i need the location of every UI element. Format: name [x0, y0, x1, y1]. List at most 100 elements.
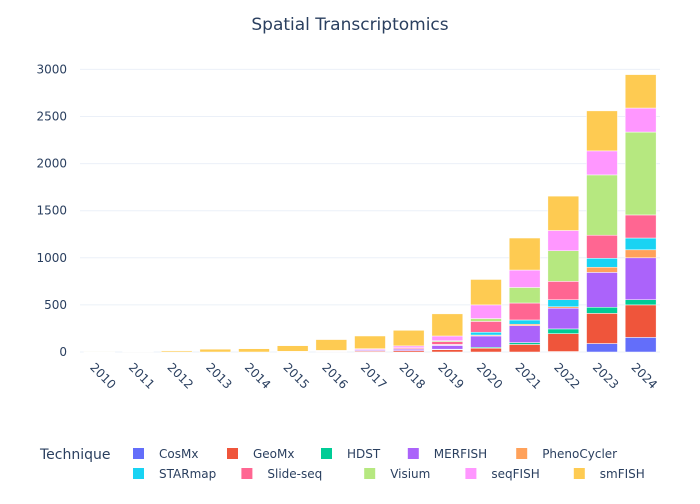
legend-label: Slide-seq: [267, 467, 322, 481]
y-tick-label: 500: [44, 298, 67, 312]
bar-segment-smfish-2020[interactable]: [470, 279, 502, 306]
bar-segment-smfish-2012[interactable]: [160, 350, 193, 353]
bar-segment-smfish-2013[interactable]: [199, 348, 232, 353]
bar-segment-seqfish-2022[interactable]: [547, 230, 580, 251]
legend-swatch: [364, 468, 376, 479]
bar-segment-starmap-2020[interactable]: [470, 331, 502, 336]
bar-segment-smfish-2014[interactable]: [238, 348, 270, 353]
bars: [83, 74, 657, 353]
legend-item-geomx[interactable]: GeoMx: [227, 447, 294, 461]
bar-segment-smfish-2023[interactable]: [586, 110, 618, 152]
bar-segment-smfish-2021[interactable]: [508, 237, 541, 271]
legend-item-seqfish[interactable]: seqFISH: [465, 467, 540, 481]
legend-swatch: [516, 448, 528, 459]
bar-segment-merfish-2024[interactable]: [624, 257, 657, 300]
bar-segment-smfish-2018[interactable]: [392, 330, 425, 347]
legend-label: smFISH: [600, 467, 645, 481]
y-tick-label: 1000: [36, 251, 67, 265]
y-tick-label: 2500: [36, 110, 67, 124]
bar-segment-merfish-2019[interactable]: [431, 345, 464, 350]
bar-segment-geomx-2024[interactable]: [624, 304, 657, 338]
legend-item-cosmx[interactable]: CosMx: [133, 447, 198, 461]
bar-segment-cosmx-2024[interactable]: [624, 337, 657, 353]
bar-segment-seqfish-2019[interactable]: [431, 335, 464, 341]
bar-segment-visium-2021[interactable]: [508, 287, 541, 304]
bar-segment-slide-seq-2021[interactable]: [508, 302, 541, 321]
legend-item-phenocycler[interactable]: PhenoCycler: [516, 447, 617, 461]
bar-segment-merfish-2023[interactable]: [586, 272, 618, 308]
bar-segment-starmap-2021[interactable]: [508, 319, 541, 325]
legend-item-merfish[interactable]: MERFISH: [407, 447, 487, 461]
bar-segment-hdst-2024[interactable]: [624, 299, 657, 306]
y-tick-label: 2000: [36, 157, 67, 171]
bar-segment-smfish-2010[interactable]: [83, 351, 116, 353]
bar-segment-phenocycler-2024[interactable]: [624, 249, 657, 259]
legend-swatch: [133, 448, 144, 459]
legend-label: CosMx: [159, 447, 198, 461]
bar-segment-hdst-2022[interactable]: [547, 328, 580, 334]
legend-item-smfish[interactable]: smFISH: [573, 467, 645, 481]
legend-swatch: [573, 468, 585, 479]
bar-segment-seqfish-2018[interactable]: [392, 345, 425, 349]
bar-segment-visium-2023[interactable]: [586, 174, 618, 236]
y-axis: 0 500 1000 1500 2000 2500 3000: [36, 62, 67, 359]
bar-segment-seqfish-2023[interactable]: [586, 150, 618, 176]
legend-title: Technique: [39, 447, 111, 463]
legend-label: STARmap: [159, 467, 216, 481]
bar-segment-smfish-2022[interactable]: [547, 195, 580, 231]
bar-segment-starmap-2022[interactable]: [547, 299, 580, 308]
bar-segment-slide-seq-2023[interactable]: [586, 234, 618, 259]
legend-label: seqFISH: [491, 467, 539, 481]
legend-item-slide-seq[interactable]: Slide-seq: [241, 467, 322, 481]
bar-segment-geomx-2023[interactable]: [586, 313, 618, 344]
bar-segment-seqfish-2024[interactable]: [624, 107, 657, 133]
bar-segment-slide-seq-2022[interactable]: [547, 281, 580, 300]
bar-segment-geomx-2021[interactable]: [508, 344, 541, 353]
legend-item-starmap[interactable]: STARmap: [133, 467, 216, 481]
legend-swatch: [227, 448, 238, 459]
bar-segment-starmap-2023[interactable]: [586, 258, 618, 268]
bar-segment-visium-2020[interactable]: [470, 318, 502, 322]
bar-segment-seqfish-2021[interactable]: [508, 269, 541, 288]
legend[interactable]: Technique CosMx GeoMx HDST MERFISH PhenoCycl…: [39, 447, 645, 481]
legend-swatch: [241, 468, 253, 479]
bar-segment-geomx-2019[interactable]: [431, 349, 464, 353]
bar-segment-slide-seq-2020[interactable]: [470, 321, 502, 333]
bar-segment-geomx-2020[interactable]: [470, 347, 502, 353]
y-tick-label: 3000: [36, 62, 67, 76]
bar-segment-visium-2022[interactable]: [547, 250, 580, 282]
bar-segment-seqfish-2020[interactable]: [470, 304, 502, 319]
bar-segment-geomx-2022[interactable]: [547, 333, 580, 352]
y-tick-label: 1500: [36, 204, 67, 218]
bar-segment-visium-2024[interactable]: [624, 131, 657, 216]
legend-label: HDST: [347, 447, 381, 461]
legend-item-visium[interactable]: Visium: [364, 467, 430, 481]
legend-label: GeoMx: [253, 447, 294, 461]
legend-swatch: [407, 448, 419, 459]
bar-segment-hdst-2021[interactable]: [508, 342, 541, 345]
bar-segment-merfish-2020[interactable]: [470, 335, 502, 348]
legend-label: Visium: [390, 467, 430, 481]
bar-segment-smfish-2016[interactable]: [315, 339, 348, 351]
chart-title: Spatial Transcriptomics: [251, 15, 448, 35]
bar-segment-smfish-2019[interactable]: [431, 313, 464, 337]
bar-segment-slide-seq-2024[interactable]: [624, 214, 657, 239]
bar-segment-smfish-2015[interactable]: [276, 345, 309, 352]
bar-segment-merfish-2021[interactable]: [508, 325, 541, 343]
bar-segment-smfish-2017[interactable]: [354, 335, 386, 349]
bar-segment-hdst-2023[interactable]: [586, 307, 618, 314]
bar-segment-smfish-2024[interactable]: [624, 74, 657, 109]
legend-swatch: [133, 468, 144, 479]
bar-segment-slide-seq-2019[interactable]: [431, 341, 464, 345]
bar-segment-smfish-2011[interactable]: [122, 351, 154, 353]
y-tick-label: 0: [59, 345, 67, 359]
bar-segment-merfish-2022[interactable]: [547, 307, 580, 330]
bar-segment-phenocycler-2023[interactable]: [586, 266, 618, 273]
bar-segment-cosmx-2023[interactable]: [586, 343, 618, 353]
bar-segment-starmap-2024[interactable]: [624, 237, 657, 251]
legend-label: MERFISH: [434, 447, 487, 461]
legend-item-hdst[interactable]: HDST: [321, 447, 381, 461]
